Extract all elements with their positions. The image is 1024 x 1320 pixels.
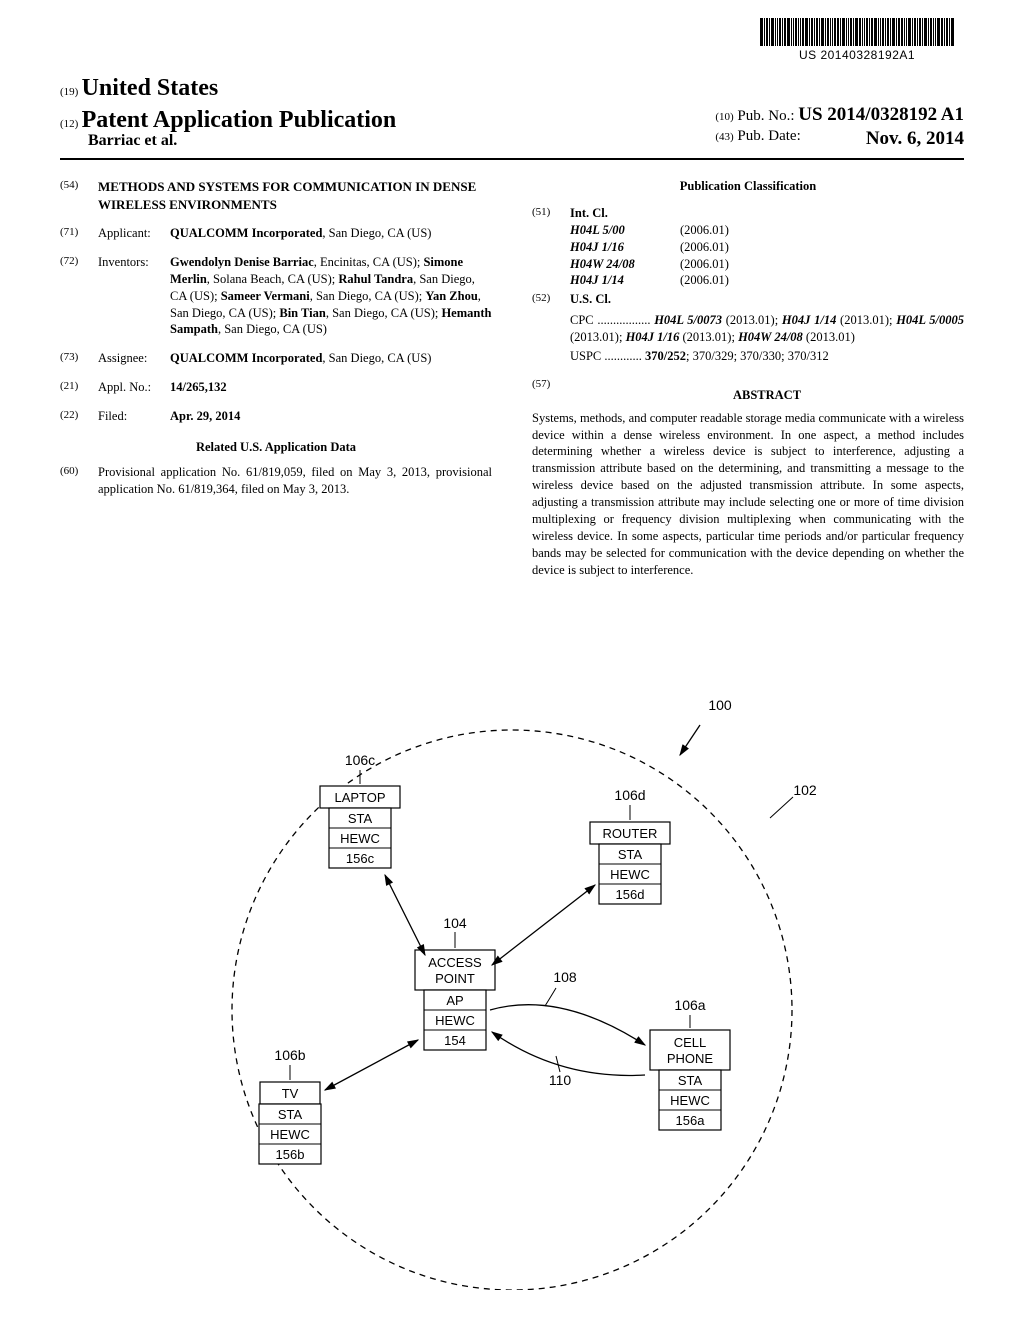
header-divider bbox=[60, 158, 964, 160]
pub-date-row: (43) Pub. Date: Nov. 6, 2014 bbox=[715, 128, 964, 145]
provisional-apps: Provisional application No. 61/819,059, … bbox=[98, 464, 492, 498]
inventors: Gwendolyn Denise Barriac, Encinitas, CA … bbox=[170, 254, 492, 338]
svg-text:154: 154 bbox=[444, 1033, 466, 1048]
svg-text:106c: 106c bbox=[345, 752, 375, 768]
barcode-block: US 20140328192A1 bbox=[760, 18, 954, 62]
svg-text:STA: STA bbox=[618, 847, 643, 862]
svg-text:STA: STA bbox=[348, 811, 373, 826]
node-router: 106d ROUTER STA HEWC 156d bbox=[590, 787, 670, 904]
svg-text:LAPTOP: LAPTOP bbox=[334, 790, 385, 805]
svg-text:TV: TV bbox=[282, 1086, 299, 1101]
right-column: Publication Classification (51) Int. Cl.… bbox=[532, 178, 964, 578]
left-column: (54) METHODS AND SYSTEMS FOR COMMUNICATI… bbox=[60, 178, 492, 578]
intcl-list: H04L 5/00(2006.01)H04J 1/16(2006.01)H04W… bbox=[570, 222, 964, 290]
header-pub-type: (12) Patent Application Publication Barr… bbox=[60, 107, 396, 150]
figure-1: 100 102 104 ACCESS POINT AP HEWC 154 106… bbox=[0, 680, 1024, 1290]
node-tv: 106b TV STA HEWC 156b bbox=[259, 1047, 321, 1164]
ref-110: 110 bbox=[549, 1072, 572, 1088]
svg-text:156d: 156d bbox=[616, 887, 645, 902]
svg-text:HEWC: HEWC bbox=[670, 1093, 710, 1108]
applicant: QUALCOMM Incorporated, San Diego, CA (US… bbox=[170, 225, 492, 242]
svg-text:POINT: POINT bbox=[435, 971, 475, 986]
bsa-boundary bbox=[232, 730, 792, 1290]
svg-text:156a: 156a bbox=[676, 1113, 706, 1128]
svg-text:HEWC: HEWC bbox=[270, 1127, 310, 1142]
intcl-row: H04W 24/08(2006.01) bbox=[570, 256, 964, 273]
barcode-label: US 20140328192A1 bbox=[760, 48, 954, 62]
svg-text:106d: 106d bbox=[614, 787, 645, 803]
intcl-row: H04L 5/00(2006.01) bbox=[570, 222, 964, 239]
related-data-head: Related U.S. Application Data bbox=[60, 439, 492, 456]
svg-text:PHONE: PHONE bbox=[667, 1051, 714, 1066]
pub-classification-head: Publication Classification bbox=[532, 178, 964, 195]
svg-text:156c: 156c bbox=[346, 851, 375, 866]
link-ap-router bbox=[492, 885, 595, 965]
header-country: (19) United States bbox=[60, 75, 964, 102]
link-ap-cell-up bbox=[492, 1032, 645, 1075]
intcl-row: H04J 1/14(2006.01) bbox=[570, 272, 964, 289]
svg-text:STA: STA bbox=[678, 1073, 703, 1088]
svg-text:ROUTER: ROUTER bbox=[603, 826, 658, 841]
ref-102: 102 bbox=[793, 782, 817, 798]
svg-text:STA: STA bbox=[278, 1107, 303, 1122]
uspc-block: USPC ............ 370/252; 370/329; 370/… bbox=[570, 348, 964, 365]
node-laptop: 106c LAPTOP STA HEWC 156c bbox=[320, 752, 400, 868]
pub-number-row: (10) Pub. No.: US 2014/0328192 A1 bbox=[715, 104, 964, 126]
node-cell-phone: 106a CELL PHONE STA HEWC 156a bbox=[650, 997, 730, 1130]
svg-text:HEWC: HEWC bbox=[340, 831, 380, 846]
svg-text:ACCESS: ACCESS bbox=[428, 955, 482, 970]
svg-text:156b: 156b bbox=[276, 1147, 305, 1162]
abstract-head: ABSTRACT bbox=[570, 387, 964, 404]
svg-text:AP: AP bbox=[446, 993, 463, 1008]
cpc-block: CPC ................. H04L 5/0073 (2013.… bbox=[570, 312, 964, 346]
link-ap-tv bbox=[325, 1040, 418, 1090]
abstract-body: Systems, methods, and computer readable … bbox=[532, 410, 964, 579]
intcl-row: H04J 1/16(2006.01) bbox=[570, 239, 964, 256]
link-ap-cell-down bbox=[490, 1005, 645, 1045]
appl-no: 14/265,132 bbox=[170, 379, 492, 396]
svg-text:106a: 106a bbox=[674, 997, 705, 1013]
node-access-point: 104 ACCESS POINT AP HEWC 154 bbox=[415, 915, 495, 1050]
svg-text:HEWC: HEWC bbox=[435, 1013, 475, 1028]
ref-100: 100 bbox=[708, 697, 732, 713]
filed-date: Apr. 29, 2014 bbox=[170, 408, 492, 425]
assignee: QUALCOMM Incorporated, San Diego, CA (US… bbox=[170, 350, 492, 367]
link-ap-laptop bbox=[385, 875, 425, 955]
ref-108: 108 bbox=[553, 969, 577, 985]
barcode-icon bbox=[760, 18, 954, 46]
ref-100-leader bbox=[680, 725, 700, 755]
svg-text:106b: 106b bbox=[274, 1047, 305, 1063]
svg-text:HEWC: HEWC bbox=[610, 867, 650, 882]
invention-title: METHODS AND SYSTEMS FOR COMMUNICATION IN… bbox=[98, 178, 492, 213]
header-authors: Barriac et al. bbox=[88, 132, 396, 150]
ref-102-leader bbox=[770, 797, 793, 818]
svg-text:104: 104 bbox=[443, 915, 467, 931]
svg-text:CELL: CELL bbox=[674, 1035, 707, 1050]
